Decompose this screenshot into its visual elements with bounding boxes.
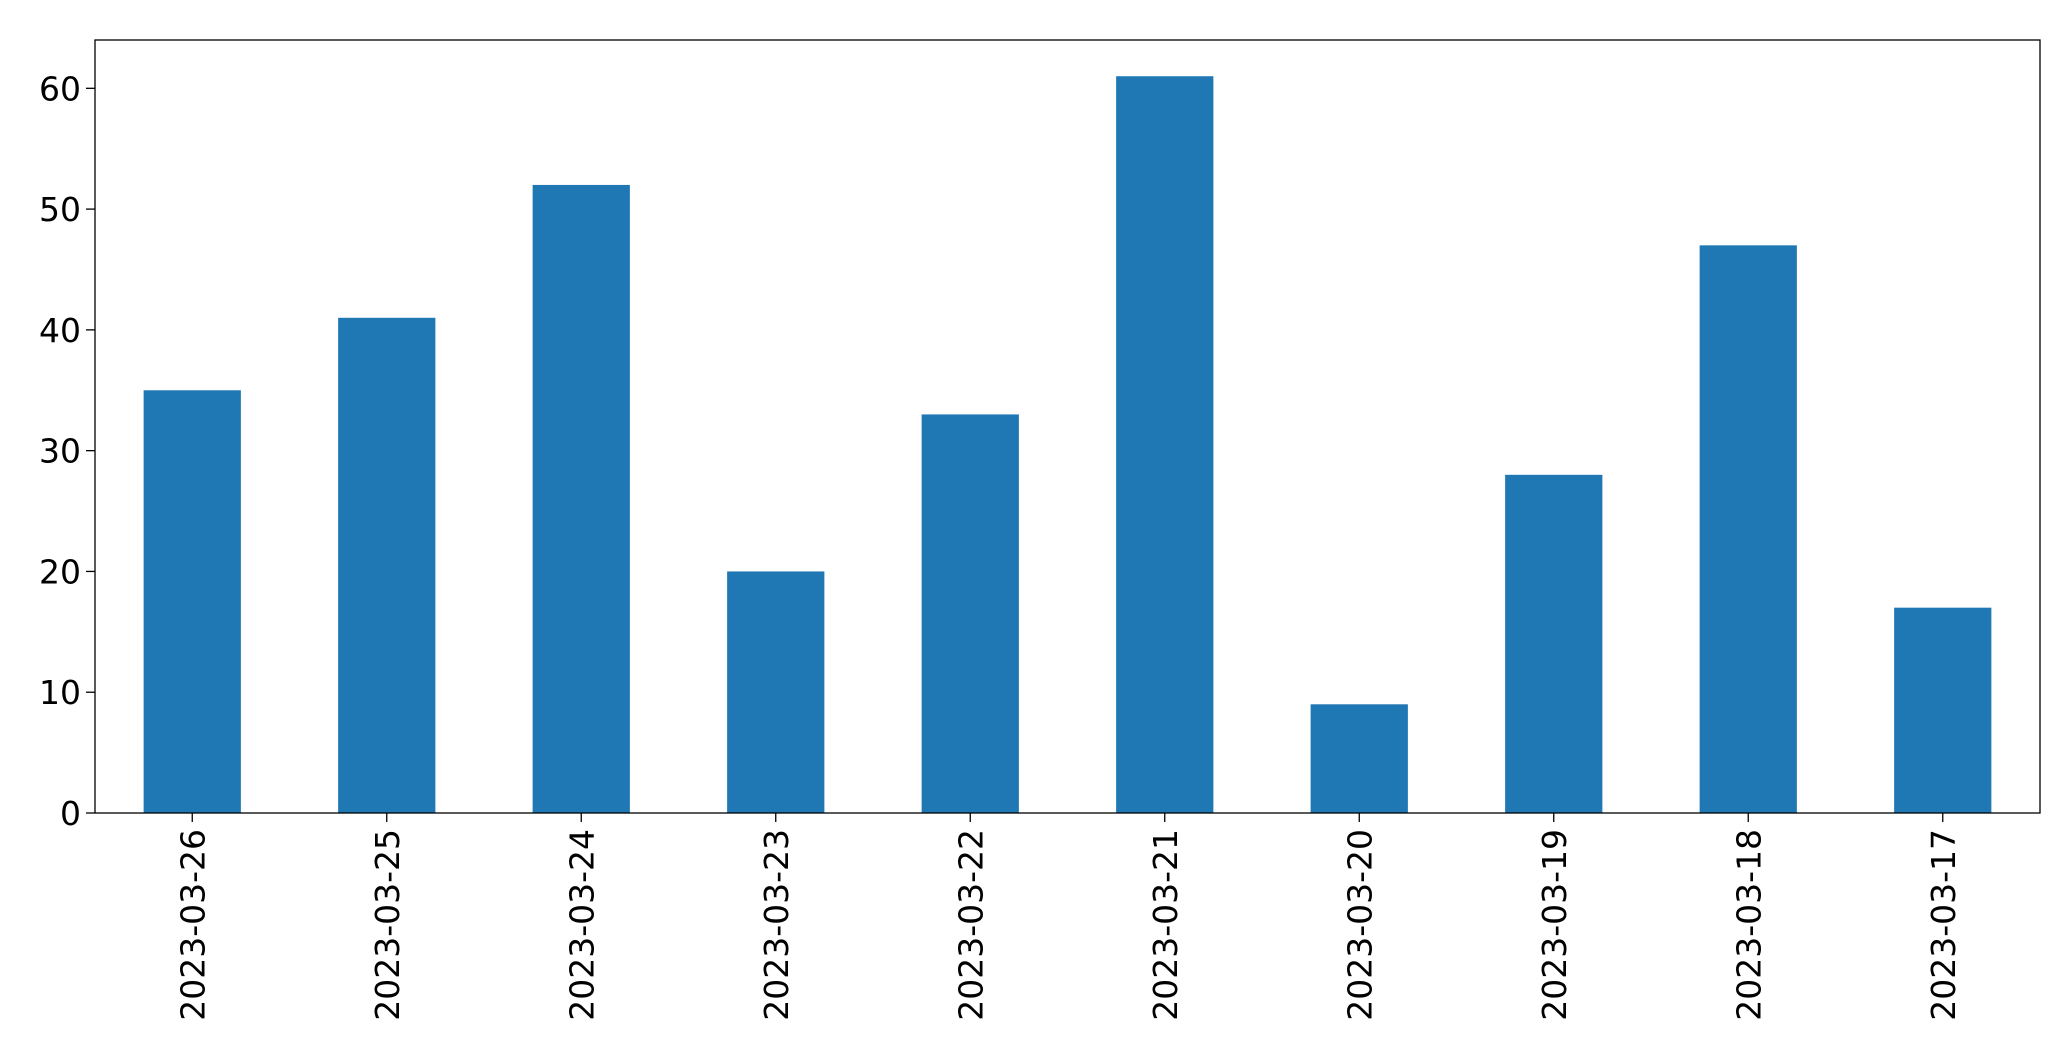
x-tick-label: 2023-03-20 [1340, 829, 1379, 1021]
bar-2023-03-21 [1116, 76, 1214, 813]
y-tick-label: 40 [39, 311, 81, 350]
x-tick-label: 2023-03-18 [1729, 829, 1768, 1021]
y-tick-label: 20 [39, 552, 81, 591]
bar-2023-03-24 [532, 184, 630, 813]
x-tick-label: 2023-03-21 [1146, 829, 1185, 1021]
bars-group [143, 76, 1992, 813]
y-tick-label: 0 [60, 794, 81, 833]
x-tick-label: 2023-03-17 [1924, 829, 1963, 1021]
y-tick-label: 60 [39, 69, 81, 108]
y-axis-ticks: 0 10 20 30 40 50 60 [39, 69, 95, 833]
bar-2023-03-19 [1505, 474, 1603, 813]
x-tick-label: 2023-03-23 [757, 829, 796, 1021]
plot-frame [94, 39, 2041, 814]
y-tick-label: 50 [39, 190, 81, 229]
y-tick-label: 30 [39, 432, 81, 471]
x-axis-ticks: 2023-03-26 2023-03-25 2023-03-24 2023-03-23… [173, 813, 1963, 1021]
x-tick-label: 2023-03-19 [1535, 829, 1574, 1021]
x-tick-label: 2023-03-25 [368, 829, 407, 1021]
bar-2023-03-23 [727, 571, 825, 813]
x-tick-label: 2023-03-22 [951, 829, 990, 1021]
bar-2023-03-22 [921, 414, 1019, 813]
x-tick-label: 2023-03-26 [173, 829, 212, 1021]
bar-2023-03-25 [338, 317, 436, 813]
bar-2023-03-17 [1894, 607, 1992, 813]
x-tick-label: 2023-03-24 [562, 829, 601, 1021]
y-tick-label: 10 [39, 673, 81, 712]
bar-2023-03-26 [143, 390, 241, 813]
bar-2023-03-18 [1699, 245, 1797, 813]
bar-2023-03-20 [1310, 704, 1408, 813]
